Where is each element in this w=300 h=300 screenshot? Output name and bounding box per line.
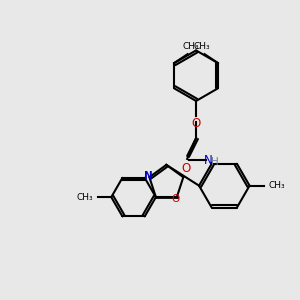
Text: CH₃: CH₃ xyxy=(269,181,286,190)
Text: N: N xyxy=(204,154,213,167)
Text: O: O xyxy=(191,117,201,130)
Text: H: H xyxy=(211,157,218,167)
Text: O: O xyxy=(181,163,190,176)
Text: CH₃: CH₃ xyxy=(193,42,210,51)
Text: O: O xyxy=(171,194,179,204)
Text: CH₃: CH₃ xyxy=(182,42,199,51)
Text: CH₃: CH₃ xyxy=(76,193,93,202)
Text: N: N xyxy=(143,171,152,181)
